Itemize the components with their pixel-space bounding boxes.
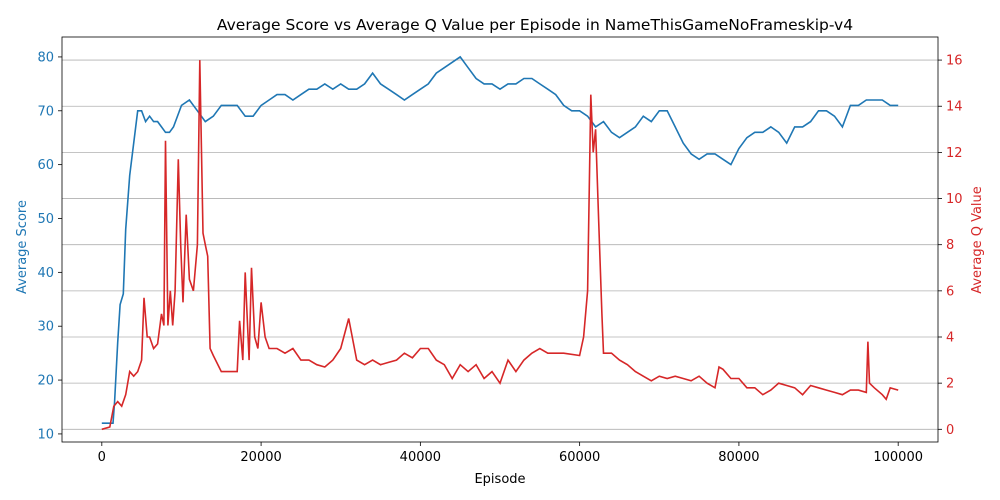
right-y-tick-label: 4 [946,331,954,346]
left-y-tick-label: 80 [37,50,54,65]
x-tick-label: 100000 [873,450,923,465]
left-y-tick-label: 10 [37,427,54,442]
right-y-tick-label: 14 [946,100,963,115]
right-y-tick-label: 0 [946,423,954,438]
grid-lines [62,59,938,430]
right-y-tick-label: 6 [946,284,954,299]
plot-frame [61,36,939,443]
x-tick-label: 80000 [718,450,759,465]
right-y-tick-label: 12 [946,146,963,161]
x-tick-label: 60000 [559,450,600,465]
right-y-axis-ticks: 0 2 4 6 8 10 12 14 16 [938,54,963,438]
x-tick-label: 40000 [400,450,441,465]
left-y-tick-label: 20 [37,374,54,389]
left-y-tick-label: 40 [37,266,54,281]
left-y-tick-label: 70 [37,104,54,119]
x-axis-label: Episode [474,472,525,487]
left-y-tick-label: 50 [37,212,54,227]
right-y-tick-label: 10 [946,192,963,207]
right-y-tick-label: 16 [946,54,963,69]
right-y-tick-label: 8 [946,238,954,253]
series-line-average-score [101,55,899,425]
left-y-tick-label: 60 [37,158,54,173]
right-y-tick-label: 2 [946,377,954,392]
series-line-average-q-value [101,60,899,431]
series-layer [101,55,899,431]
x-axis-ticks: 0 20000 40000 60000 80000 100000 [98,442,923,465]
x-tick-label: 20000 [240,450,281,465]
chart-title: Average Score vs Average Q Value per Epi… [217,16,853,34]
left-y-axis-label: Average Score [15,200,30,294]
x-tick-label: 0 [98,450,106,465]
right-y-axis-label: Average Q Value [970,186,985,294]
left-y-axis-ticks: 10 20 30 40 50 60 70 80 [37,50,62,442]
left-y-tick-label: 30 [37,320,54,335]
